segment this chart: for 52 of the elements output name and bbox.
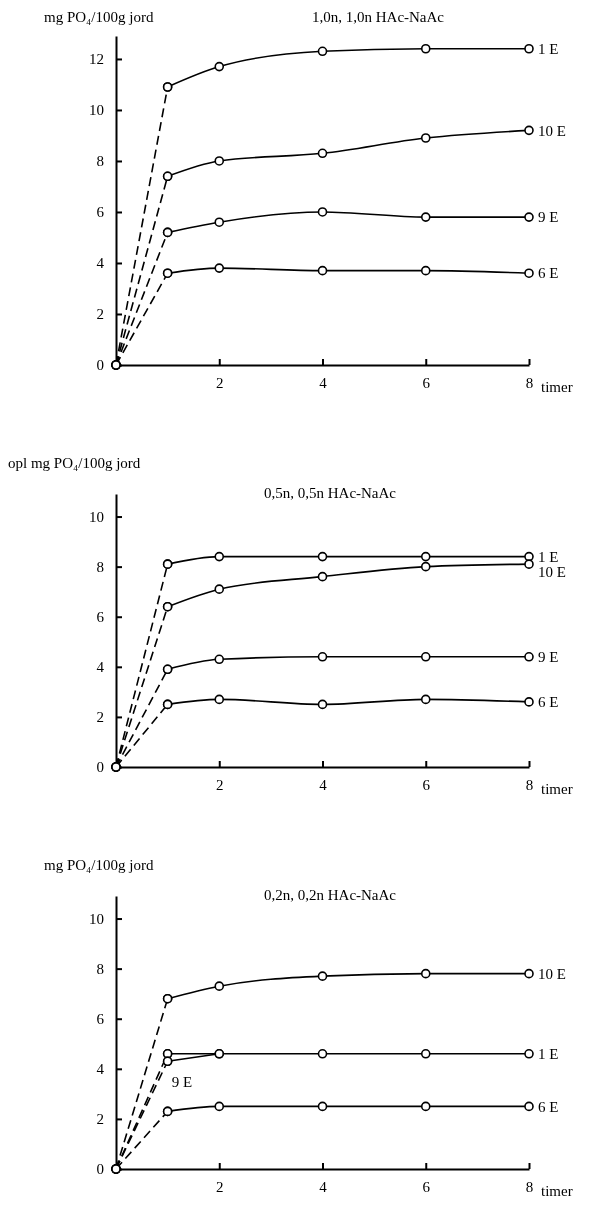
y-tick-label: 2	[96, 709, 104, 726]
y-tick-label: 6	[96, 204, 105, 221]
chart-title: 1,0n, 1,0n HAc-NaAc	[311, 9, 445, 25]
chart-title: 0,2n, 0,2n HAc-NaAc	[263, 887, 397, 903]
y-tick-label: 4	[96, 255, 105, 272]
x-tick-label: 6	[422, 776, 431, 793]
y-axis-title: opl mg PO₄/100g jord	[8, 455, 141, 471]
series-label: 10 E	[538, 122, 566, 139]
y-tick-label: 8	[96, 960, 104, 977]
y-tick-label: 10	[89, 910, 104, 927]
x-axis-title: timer	[541, 781, 573, 797]
x-tick-label: 4	[319, 1178, 328, 1195]
y-tick-label: 2	[96, 306, 104, 323]
y-tick-label: 4	[96, 659, 105, 676]
series-label: 9 E	[538, 649, 559, 666]
y-axis-title: mg PO₄/100g jord	[44, 9, 154, 25]
y-tick-label: 6	[96, 609, 105, 626]
x-tick-label: 4	[319, 374, 328, 391]
chart-title: 0,5n, 0,5n HAc-NaAc	[263, 485, 397, 501]
series-label: 6 E	[538, 1098, 559, 1115]
series-label: 9 E	[171, 1073, 193, 1090]
series-label: 1 E	[538, 1046, 559, 1063]
x-tick-label: 2	[216, 1178, 224, 1195]
y-tick-label: 6	[96, 1011, 105, 1028]
x-axis-title: timer	[541, 379, 573, 395]
y-tick-label: 4	[96, 1061, 105, 1078]
y-tick-label: 0	[96, 357, 104, 374]
y-tick-label: 8	[96, 558, 104, 575]
x-axis-title: timer	[541, 1183, 573, 1199]
x-tick-label: 2	[216, 374, 224, 391]
y-axis-title: mg PO₄/100g jord	[44, 857, 154, 873]
x-tick-label: 8	[525, 776, 534, 793]
series-label: 6 E	[538, 265, 559, 282]
x-tick-label: 8	[525, 1178, 534, 1195]
y-tick-label: 2	[96, 1111, 104, 1128]
series-label: 1 E	[538, 548, 559, 565]
y-tick-label: 12	[89, 51, 104, 68]
y-tick-label: 0	[96, 1161, 104, 1178]
x-tick-label: 8	[525, 374, 534, 391]
series-label: 6 E	[538, 694, 559, 711]
series-label: 9 E	[538, 209, 559, 226]
series-label: 10 E	[538, 965, 566, 982]
x-tick-label: 4	[319, 776, 328, 793]
x-tick-label: 6	[422, 1178, 431, 1195]
y-tick-label: 10	[89, 508, 104, 525]
series-label: 1 E	[538, 41, 559, 57]
x-tick-label: 6	[422, 374, 431, 391]
y-tick-label: 10	[89, 102, 104, 119]
y-tick-label: 8	[96, 153, 104, 170]
y-tick-label: 0	[96, 759, 104, 776]
series-label: 10 E	[538, 563, 566, 580]
x-tick-label: 2	[216, 776, 224, 793]
